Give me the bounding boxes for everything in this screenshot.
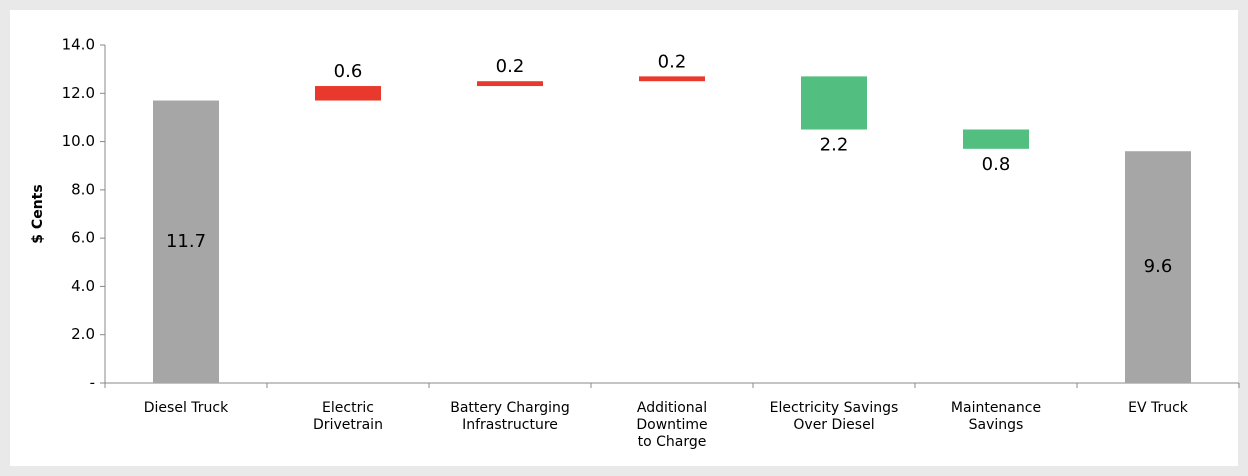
- y-tick-label: 10.0: [62, 132, 95, 150]
- data-label: 11.7: [166, 231, 206, 252]
- data-label: 0.8: [982, 154, 1011, 175]
- x-tick-label: Electricity Savings Over Diesel: [769, 400, 899, 433]
- data-label: 0.2: [496, 56, 525, 77]
- y-tick-label: 4.0: [71, 277, 95, 295]
- bar: [639, 76, 705, 82]
- data-label: 9.6: [1144, 256, 1173, 277]
- data-label: 0.2: [658, 51, 687, 72]
- y-axis-label: $ Cents: [30, 184, 46, 243]
- x-tick-label: Battery Charging Infrastructure: [450, 400, 570, 433]
- bar: [153, 100, 219, 384]
- y-tick-label: -: [90, 374, 95, 392]
- y-tick-label: 2.0: [71, 325, 95, 343]
- y-tick-label: 14.0: [62, 36, 95, 54]
- bar: [801, 76, 867, 130]
- x-tick-label: Additional Downtime to Charge: [636, 400, 708, 450]
- bar: [315, 86, 381, 101]
- y-tick-label: 6.0: [71, 229, 95, 247]
- data-label: 2.2: [820, 135, 849, 156]
- bar: [963, 129, 1029, 149]
- data-label: 0.6: [334, 61, 363, 82]
- y-tick-label: 8.0: [71, 180, 95, 198]
- y-tick-label: 12.0: [62, 84, 95, 102]
- x-tick-label: Diesel Truck: [143, 400, 229, 416]
- x-tick-label: Maintenance Savings: [950, 400, 1042, 433]
- bar: [1125, 151, 1191, 383]
- x-tick-label: EV Truck: [1128, 400, 1188, 416]
- bar: [477, 81, 543, 87]
- x-tick-label: Electric Drivetrain: [313, 400, 383, 433]
